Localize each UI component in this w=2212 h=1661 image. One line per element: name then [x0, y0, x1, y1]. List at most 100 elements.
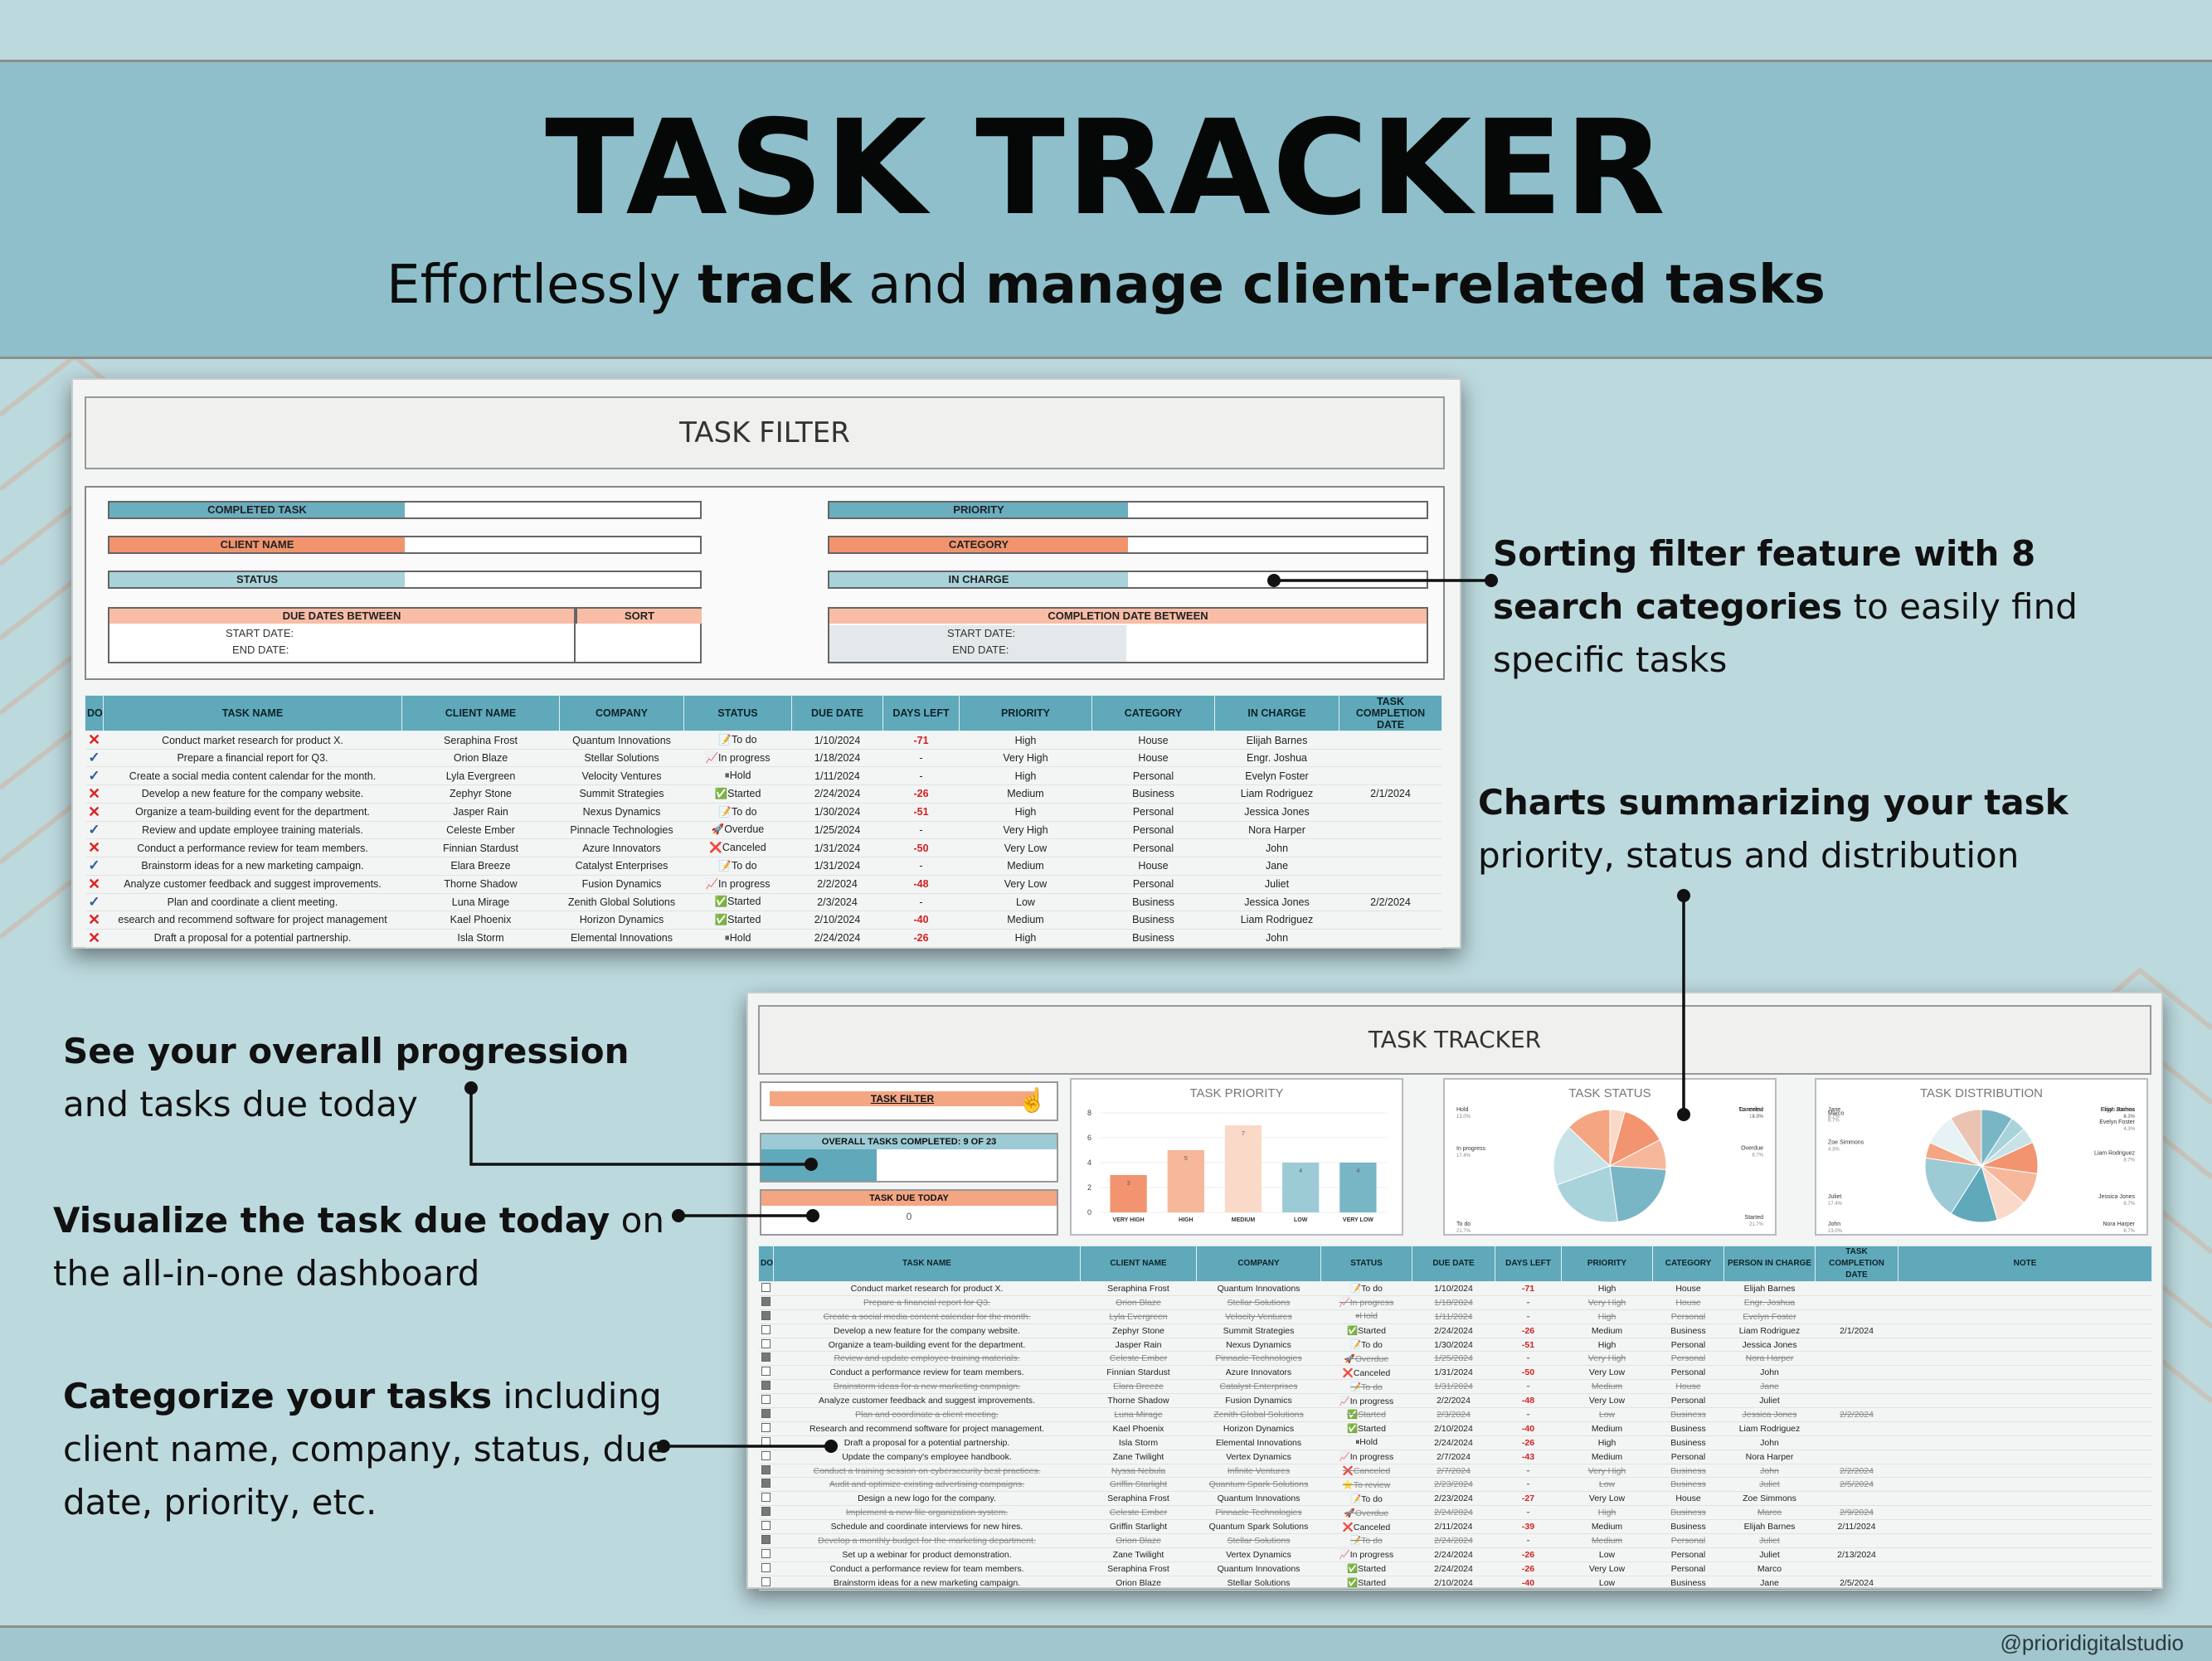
done-checkbox-cell[interactable]	[758, 1407, 774, 1422]
done-checkbox-cell[interactable]	[758, 1421, 774, 1436]
cell-status: ✅Started	[1320, 1576, 1412, 1591]
done-checkbox-cell[interactable]	[758, 1393, 774, 1409]
cross-mark-icon: ✕	[87, 731, 101, 748]
done-cell[interactable]: ✕	[85, 838, 104, 858]
done-checkbox-cell[interactable]	[758, 1561, 774, 1576]
done-checkbox[interactable]	[761, 1507, 771, 1517]
cell-status: ❌Canceled	[1320, 1519, 1412, 1535]
done-cell[interactable]: ✓	[85, 821, 104, 840]
task-filter-link[interactable]: TASK FILTER ☝	[760, 1081, 1058, 1121]
done-checkbox-cell[interactable]	[758, 1477, 774, 1493]
cell-completion	[1339, 875, 1442, 894]
check-mark-icon: ✓	[88, 857, 100, 874]
cell-days: -50	[1495, 1365, 1562, 1381]
cell-status: 📝To do	[683, 803, 792, 822]
pie-percent-label: 13.0%	[1456, 1115, 1471, 1119]
done-cell[interactable]: ✕	[85, 875, 104, 894]
done-checkbox-cell[interactable]	[758, 1491, 774, 1507]
cell-completion: 2/2/2024	[1815, 1464, 1898, 1479]
cell-status: 📝To do	[1320, 1281, 1412, 1296]
done-checkbox-cell[interactable]	[758, 1505, 774, 1521]
done-checkbox[interactable]	[761, 1296, 771, 1306]
cell-priority: Low	[1561, 1547, 1653, 1562]
cell-company: Stellar Solutions	[1196, 1533, 1321, 1548]
table-row: Audit and optimize existing advertising …	[758, 1477, 2152, 1493]
filter-status[interactable]: STATUS	[108, 571, 702, 589]
cell-company: Azure Innovators	[559, 838, 684, 858]
done-checkbox[interactable]	[761, 1367, 771, 1377]
x-tick-label: HIGH	[1179, 1217, 1194, 1223]
done-checkbox[interactable]	[761, 1422, 771, 1432]
done-checkbox-cell[interactable]	[758, 1323, 774, 1338]
done-checkbox[interactable]	[761, 1464, 771, 1474]
done-checkbox[interactable]	[761, 1408, 771, 1418]
cell-company: Summit Strategies	[1196, 1323, 1321, 1338]
done-checkbox-cell[interactable]	[758, 1547, 774, 1562]
done-cell[interactable]: ✓	[85, 857, 104, 876]
done-checkbox-cell[interactable]	[758, 1338, 774, 1353]
cell-note	[1898, 1561, 2152, 1576]
due-dates-filter[interactable]: DUE DATES BETWEEN SORT START DATE: END D…	[108, 607, 702, 663]
done-cell[interactable]: ✓	[85, 893, 104, 911]
done-checkbox[interactable]	[761, 1324, 771, 1334]
done-checkbox[interactable]	[761, 1381, 771, 1391]
cell-charge: Nora Harper	[1723, 1450, 1816, 1464]
table-row: Create a social media content calendar f…	[758, 1309, 2152, 1324]
cell-category: Business	[1652, 1323, 1724, 1338]
cell-client: Orion Blaze	[1080, 1295, 1197, 1310]
done-checkbox[interactable]	[761, 1493, 771, 1503]
done-checkbox-cell[interactable]	[758, 1533, 774, 1548]
done-checkbox[interactable]	[761, 1534, 771, 1544]
cell-category: Business	[1091, 929, 1215, 948]
done-checkbox-cell[interactable]	[758, 1351, 774, 1367]
column-header: DONE	[85, 695, 104, 731]
done-checkbox-cell[interactable]	[758, 1365, 774, 1381]
cell-client: Lyla Evergreen	[401, 766, 560, 785]
cell-note	[1898, 1421, 2152, 1436]
table-row: ✕ Conduct market research for product X. S…	[85, 731, 1442, 750]
done-checkbox-cell[interactable]	[758, 1576, 774, 1591]
done-checkbox[interactable]	[761, 1338, 771, 1348]
cell-company: Horizon Dynamics	[559, 911, 684, 930]
cell-company: Nexus Dynamics	[1196, 1338, 1321, 1353]
cell-completion: 2/9/2024	[1815, 1505, 1898, 1521]
cell-completion	[1815, 1365, 1898, 1381]
done-cell[interactable]: ✕	[85, 803, 104, 822]
filter-client-name[interactable]: CLIENT NAME	[108, 536, 702, 554]
done-cell[interactable]: ✓	[85, 766, 104, 785]
done-checkbox[interactable]	[761, 1282, 771, 1292]
done-cell[interactable]: ✕	[85, 929, 104, 948]
done-checkbox-cell[interactable]	[758, 1281, 774, 1296]
done-checkbox-cell[interactable]	[758, 1464, 774, 1479]
done-checkbox[interactable]	[761, 1479, 771, 1489]
cell-days: -39	[1495, 1519, 1562, 1535]
done-checkbox[interactable]	[761, 1548, 771, 1558]
done-checkbox[interactable]	[761, 1353, 771, 1362]
completion-date-filter[interactable]: COMPLETION DATE BETWEEN START DATE: END …	[828, 607, 1428, 663]
done-checkbox-cell[interactable]	[758, 1309, 774, 1324]
done-cell[interactable]: ✕	[85, 784, 104, 804]
done-checkbox-cell[interactable]	[758, 1519, 774, 1535]
cell-task: Conduct a performance review for team me…	[773, 1365, 1081, 1381]
cell-due: 2/7/2024	[1412, 1450, 1495, 1464]
filter-category[interactable]: CATEGORY	[828, 536, 1428, 554]
filter-completed-task[interactable]: COMPLETED TASK	[108, 501, 702, 519]
done-cell[interactable]: ✕	[85, 911, 104, 930]
done-checkbox[interactable]	[761, 1450, 771, 1460]
done-cell[interactable]: ✓	[85, 749, 104, 768]
done-checkbox[interactable]	[761, 1310, 771, 1320]
done-checkbox[interactable]	[761, 1576, 771, 1586]
pie-percent-label: 8.7%	[2123, 1229, 2135, 1234]
task-status-chart: TASK STATUS To review 4.3% Canceled 13.0% Ov…	[1443, 1078, 1777, 1236]
done-cell[interactable]: ✕	[85, 731, 104, 750]
cell-due: 1/18/2024	[1412, 1295, 1495, 1310]
cell-category: Business	[1652, 1421, 1724, 1436]
done-checkbox-cell[interactable]	[758, 1379, 774, 1395]
done-checkbox-cell[interactable]	[758, 1450, 774, 1464]
filter-priority[interactable]: PRIORITY	[828, 501, 1428, 519]
done-checkbox[interactable]	[761, 1521, 771, 1531]
done-checkbox-cell[interactable]	[758, 1295, 774, 1310]
done-checkbox[interactable]	[761, 1562, 771, 1572]
done-checkbox[interactable]	[761, 1395, 771, 1405]
credit-text: @prioridigitalstudio	[2000, 1630, 2185, 1655]
